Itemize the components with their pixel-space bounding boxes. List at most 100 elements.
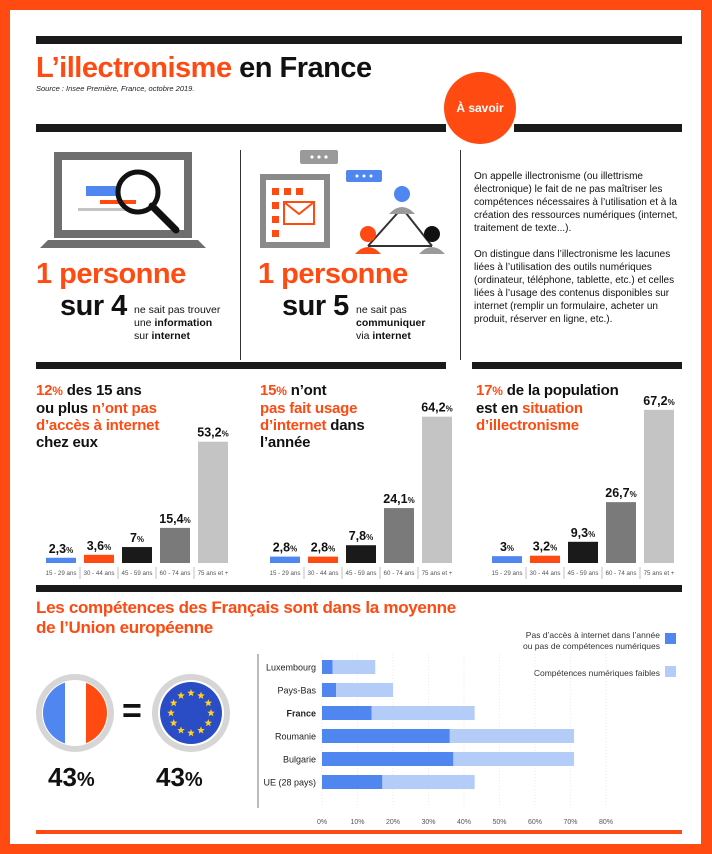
x-tick-label: 20% xyxy=(386,819,400,826)
divider xyxy=(240,150,241,360)
bar-3 xyxy=(122,547,152,563)
eu-comparison-bar-chart: 0% 10% 20% 30% 40% 50% 60% 70% 80% Luxembourg Pays… xyxy=(257,654,613,826)
chart-1-heading: 12% des 15 ans ou plus n’ont pas d’accès… xyxy=(36,382,160,451)
category-label: 30 - 44 ans xyxy=(308,570,339,577)
data-label: 2,8% xyxy=(311,541,336,555)
stat-1-description: ne sait pas trouver une information sur … xyxy=(134,304,220,343)
x-tick-label: 30% xyxy=(421,819,435,826)
category-label: 15 - 29 ans xyxy=(270,570,301,577)
age-bar-chart-3: 3% 15 - 29 ans 3,2% 30 - 44 ans 9,3% 45 - 59 … xyxy=(492,394,675,579)
bar-1 xyxy=(492,556,522,563)
stat-1-line1: 1 personne xyxy=(36,258,186,290)
category-label: 15 - 29 ans xyxy=(46,570,77,577)
category-label: 45 - 59 ans xyxy=(568,570,599,577)
bar-5 xyxy=(644,409,674,563)
bar-5 xyxy=(422,416,452,563)
x-tick-label: 60% xyxy=(528,819,542,826)
bar-low-skills xyxy=(453,752,575,766)
bar-low-skills xyxy=(382,775,475,789)
bar-4 xyxy=(160,527,190,563)
stat-1-desc-2b: information xyxy=(154,317,213,329)
divider xyxy=(460,150,461,360)
bar-1 xyxy=(270,556,300,563)
bar-low-skills xyxy=(336,683,393,697)
data-label: 24,1% xyxy=(383,492,414,506)
category-label: Roumanie xyxy=(275,732,316,742)
stat-1-line2: sur 4 xyxy=(60,290,127,322)
category-label: France xyxy=(286,709,316,719)
stat-2-description: ne sait pas communiquer via internet xyxy=(356,304,425,343)
data-label: 3% xyxy=(500,540,514,554)
data-label: 7,8% xyxy=(349,529,374,543)
bar-no-skills xyxy=(322,729,450,743)
bar-2 xyxy=(530,555,560,563)
stat-1-desc-3: sur internet xyxy=(134,330,191,342)
data-label: 15,4% xyxy=(159,512,190,526)
bar-4 xyxy=(384,508,414,563)
data-label: 2,3% xyxy=(49,542,74,556)
stat-2-desc-2: communiquer xyxy=(356,317,426,329)
definition-paragraph-1: On appelle illectronisme (ou illettrisme… xyxy=(474,171,678,234)
source-note: Source : Insee Première, France, octobre… xyxy=(36,84,195,93)
france-flag-icon xyxy=(36,674,114,752)
bar-2 xyxy=(84,554,114,563)
category-label: Bulgarie xyxy=(283,755,316,765)
star-icon xyxy=(187,729,195,737)
definition-text: On appelle illectronisme (ou illettrisme… xyxy=(474,170,686,326)
a-savoir-badge: À savoir xyxy=(444,72,516,144)
section-rule xyxy=(36,362,446,369)
bar-1 xyxy=(46,557,76,563)
star-icon xyxy=(197,726,205,734)
category-label: 30 - 44 ans xyxy=(84,570,115,577)
legend-series-2: Compétences numériques faibles xyxy=(533,668,660,678)
category-label: Luxembourg xyxy=(266,663,316,673)
age-bar-chart-2: 2,8% 15 - 29 ans 2,8% 30 - 44 ans 7,8% 45 - 5… xyxy=(270,401,453,579)
category-label: 75 ans et + xyxy=(422,570,453,577)
star-icon xyxy=(169,719,178,727)
star-icon xyxy=(167,709,175,717)
section-rule-right xyxy=(472,362,682,369)
x-tick-label: 80% xyxy=(599,819,613,826)
stat-1-desc-2: une information xyxy=(134,317,220,330)
bar-no-skills xyxy=(322,775,383,789)
star-icon xyxy=(204,719,213,727)
stat-2-desc-3: via internet xyxy=(356,330,411,342)
bar-low-skills xyxy=(332,660,376,674)
header-rule xyxy=(36,124,446,132)
definition-paragraph-2: On distingue dans l’illectronisme les la… xyxy=(474,249,675,325)
bar-3 xyxy=(346,545,376,563)
laptop-magnifier-icon xyxy=(40,152,206,248)
x-tick-label: 0% xyxy=(317,819,327,826)
x-tick-label: 50% xyxy=(492,819,506,826)
star-icon xyxy=(207,709,215,717)
star-icon xyxy=(187,689,195,697)
category-label: 60 - 74 ans xyxy=(384,570,415,577)
data-label: 53,2% xyxy=(197,426,228,440)
page-title: L’illectronisme en France xyxy=(36,52,372,85)
category-label: 30 - 44 ans xyxy=(530,570,561,577)
infographic: L’illectronisme en France Source : Insee… xyxy=(10,10,701,844)
data-label: 7% xyxy=(130,531,144,545)
data-label: 26,7% xyxy=(605,486,636,500)
bar-4 xyxy=(606,502,636,563)
communication-network-icon xyxy=(260,150,445,254)
bar-low-skills xyxy=(371,706,475,720)
category-label: 15 - 29 ans xyxy=(492,570,523,577)
stat-1-desc-2a: une xyxy=(134,317,155,329)
eu-section-title: Les compétences des Français sont dans l… xyxy=(36,598,456,637)
data-label: 3,2% xyxy=(533,540,558,554)
header-rule-right xyxy=(514,124,682,132)
eu-percent: 43% xyxy=(156,762,203,792)
star-icon xyxy=(177,726,185,734)
stat-1-desc-1: ne sait pas trouver xyxy=(134,304,221,316)
x-tick-label: 70% xyxy=(563,819,577,826)
category-label: 60 - 74 ans xyxy=(160,570,191,577)
bar-5 xyxy=(198,441,228,563)
category-label: 45 - 59 ans xyxy=(122,570,153,577)
star-icon xyxy=(204,699,213,707)
stat-1-desc-3b: internet xyxy=(151,330,191,342)
star-icon xyxy=(169,699,178,707)
stat-2-line2: sur 5 xyxy=(282,290,349,322)
data-label: 67,2% xyxy=(643,394,674,408)
legend-swatch-2 xyxy=(665,666,676,677)
